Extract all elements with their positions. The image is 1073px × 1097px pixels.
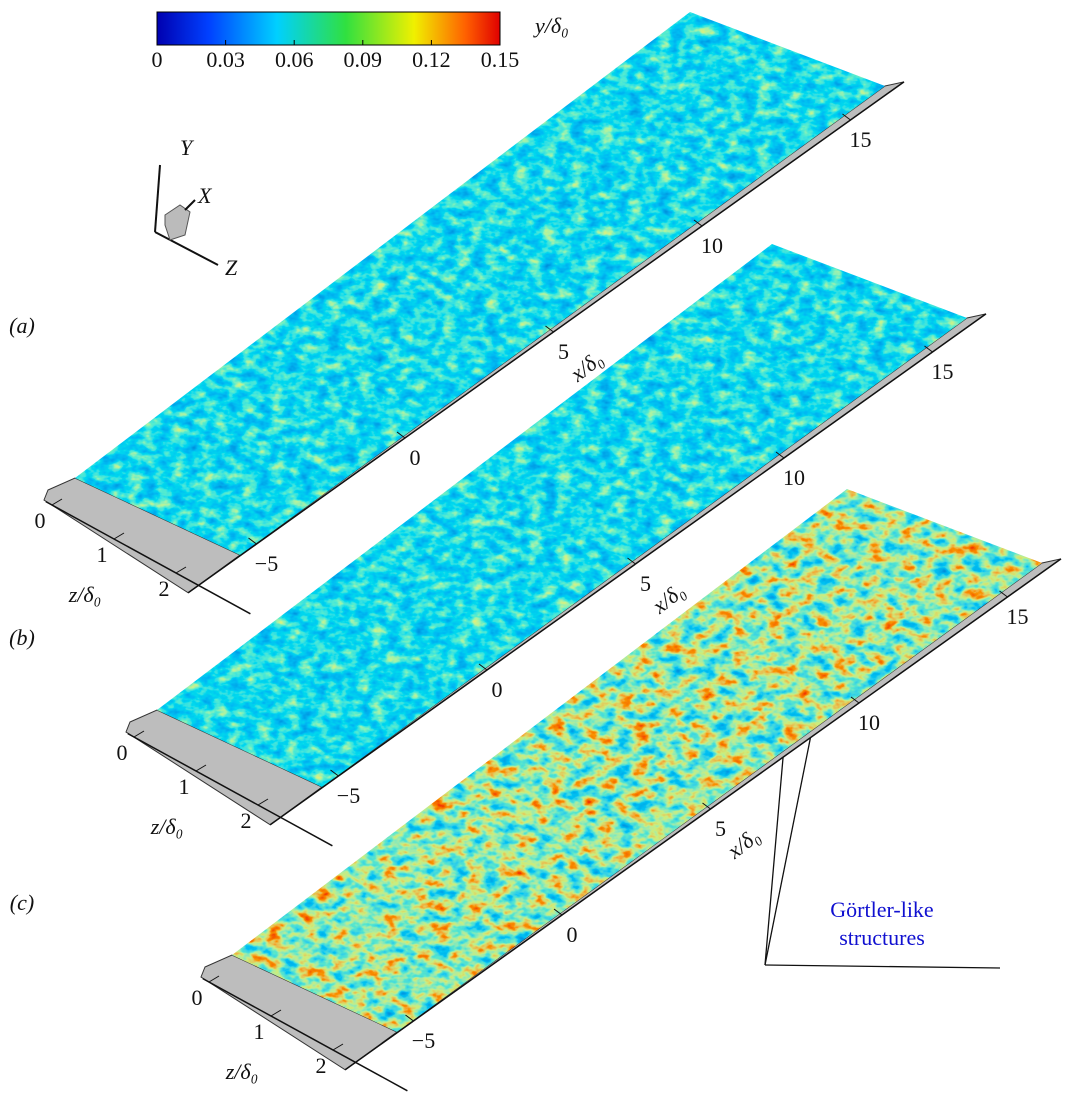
x-tick bbox=[775, 451, 785, 459]
x-tick-label: −5 bbox=[337, 783, 360, 808]
x-tick bbox=[330, 769, 339, 777]
z-tick bbox=[195, 764, 207, 772]
z-tick bbox=[270, 1009, 282, 1017]
x-tick-label: −5 bbox=[255, 551, 278, 576]
z-tick-label: 1 bbox=[179, 774, 190, 799]
x-axis-line bbox=[344, 558, 1062, 1071]
colorbar-tick-label: 0 bbox=[152, 47, 163, 72]
colorbar-tick-label: 0.06 bbox=[275, 47, 314, 72]
panel-label: (b) bbox=[9, 625, 35, 650]
z-tick-label: 2 bbox=[241, 808, 252, 833]
surface bbox=[157, 244, 967, 787]
z-axis-line bbox=[202, 977, 408, 1092]
x-tick-label: 5 bbox=[715, 816, 726, 841]
z-tick-label: 2 bbox=[316, 1053, 327, 1078]
x-axis-label: x/δ₀ bbox=[722, 823, 765, 864]
z-axis-label: z/δ₀ bbox=[150, 814, 184, 839]
z-tick-label: 0 bbox=[35, 508, 46, 533]
triad-x: X bbox=[197, 183, 213, 208]
colorbar-label: y/δ₀ bbox=[533, 13, 569, 38]
triad-z: Z bbox=[225, 255, 238, 280]
colorbar-tick-label: 0.12 bbox=[412, 47, 451, 72]
x-tick-label: 0 bbox=[567, 922, 578, 947]
x-tick-label: 10 bbox=[701, 233, 723, 258]
x-axis-label: x/δ₀ bbox=[647, 578, 690, 619]
z-tick bbox=[133, 730, 145, 738]
x-tick-label: 5 bbox=[640, 571, 651, 596]
colorbar-tick-label: 0.15 bbox=[481, 47, 520, 72]
x-tick bbox=[924, 345, 933, 353]
x-tick bbox=[842, 113, 851, 121]
x-tick-label: 10 bbox=[783, 465, 805, 490]
z-axis-line bbox=[45, 500, 251, 615]
colorbar-tick-label: 0.09 bbox=[344, 47, 383, 72]
triad-y: Y bbox=[180, 135, 195, 160]
z-tick-label: 1 bbox=[97, 542, 108, 567]
z-tick bbox=[208, 975, 220, 983]
x-tick-label: 15 bbox=[932, 359, 954, 384]
x-tick bbox=[627, 557, 636, 565]
x-tick-label: −5 bbox=[412, 1028, 435, 1053]
z-tick bbox=[257, 798, 269, 806]
panel-label: (a) bbox=[9, 313, 35, 338]
axis-triad bbox=[154, 164, 219, 266]
x-tick bbox=[248, 537, 257, 545]
z-axis-label: z/δ₀ bbox=[225, 1059, 259, 1084]
z-tick bbox=[332, 1043, 344, 1051]
z-tick-label: 1 bbox=[254, 1019, 265, 1044]
colorbar-tick-label: 0.03 bbox=[206, 47, 245, 72]
z-tick-label: 0 bbox=[192, 985, 203, 1010]
x-tick bbox=[396, 431, 406, 439]
z-tick bbox=[175, 566, 187, 574]
annotation: structures bbox=[839, 925, 925, 950]
x-tick bbox=[850, 696, 860, 704]
x-tick bbox=[478, 663, 488, 671]
x-axis-line bbox=[269, 313, 987, 826]
annotation: Görtler-like bbox=[830, 897, 933, 922]
z-tick bbox=[51, 498, 63, 506]
x-tick-label: 15 bbox=[1007, 604, 1029, 629]
x-tick bbox=[702, 802, 711, 810]
x-tick bbox=[553, 908, 563, 916]
z-tick bbox=[113, 532, 125, 540]
x-tick bbox=[405, 1014, 414, 1022]
colorbar bbox=[156, 11, 501, 46]
z-tick-label: 2 bbox=[159, 576, 170, 601]
x-tick-label: 15 bbox=[850, 127, 872, 152]
x-tick-label: 5 bbox=[558, 339, 569, 364]
z-axis-line bbox=[127, 732, 333, 847]
z-tick-label: 0 bbox=[117, 740, 128, 765]
x-tick bbox=[545, 325, 554, 333]
z-axis-label: z/δ₀ bbox=[68, 582, 102, 607]
x-tick-label: 10 bbox=[858, 710, 880, 735]
surface bbox=[232, 489, 1042, 1032]
x-tick bbox=[693, 219, 703, 227]
x-tick-label: 0 bbox=[492, 677, 503, 702]
x-tick bbox=[999, 590, 1008, 598]
panel-label: (c) bbox=[10, 890, 34, 915]
x-axis-line bbox=[187, 81, 905, 594]
surface bbox=[75, 12, 885, 555]
x-tick-label: 0 bbox=[410, 445, 421, 470]
